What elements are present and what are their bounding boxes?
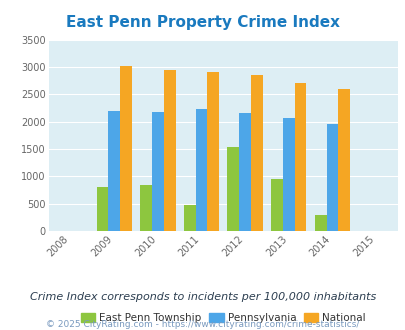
Bar	[282, 118, 294, 231]
Bar	[195, 109, 207, 231]
Bar	[163, 70, 175, 231]
Text: © 2025 CityRating.com - https://www.cityrating.com/crime-statistics/: © 2025 CityRating.com - https://www.city…	[46, 320, 359, 329]
Text: East Penn Property Crime Index: East Penn Property Crime Index	[66, 15, 339, 30]
Bar	[207, 72, 219, 231]
Bar	[250, 75, 262, 231]
Text: Crime Index corresponds to incidents per 100,000 inhabitants: Crime Index corresponds to incidents per…	[30, 292, 375, 302]
Bar	[140, 185, 151, 231]
Bar	[151, 112, 163, 231]
Bar	[326, 124, 337, 231]
Bar	[271, 179, 282, 231]
Bar	[239, 113, 250, 231]
Bar	[108, 111, 120, 231]
Bar	[314, 215, 326, 231]
Bar	[337, 89, 349, 231]
Bar	[294, 83, 306, 231]
Bar	[227, 147, 239, 231]
Bar	[96, 187, 108, 231]
Bar	[183, 205, 195, 231]
Legend: East Penn Township, Pennsylvania, National: East Penn Township, Pennsylvania, Nation…	[76, 309, 369, 327]
Bar	[120, 66, 132, 231]
